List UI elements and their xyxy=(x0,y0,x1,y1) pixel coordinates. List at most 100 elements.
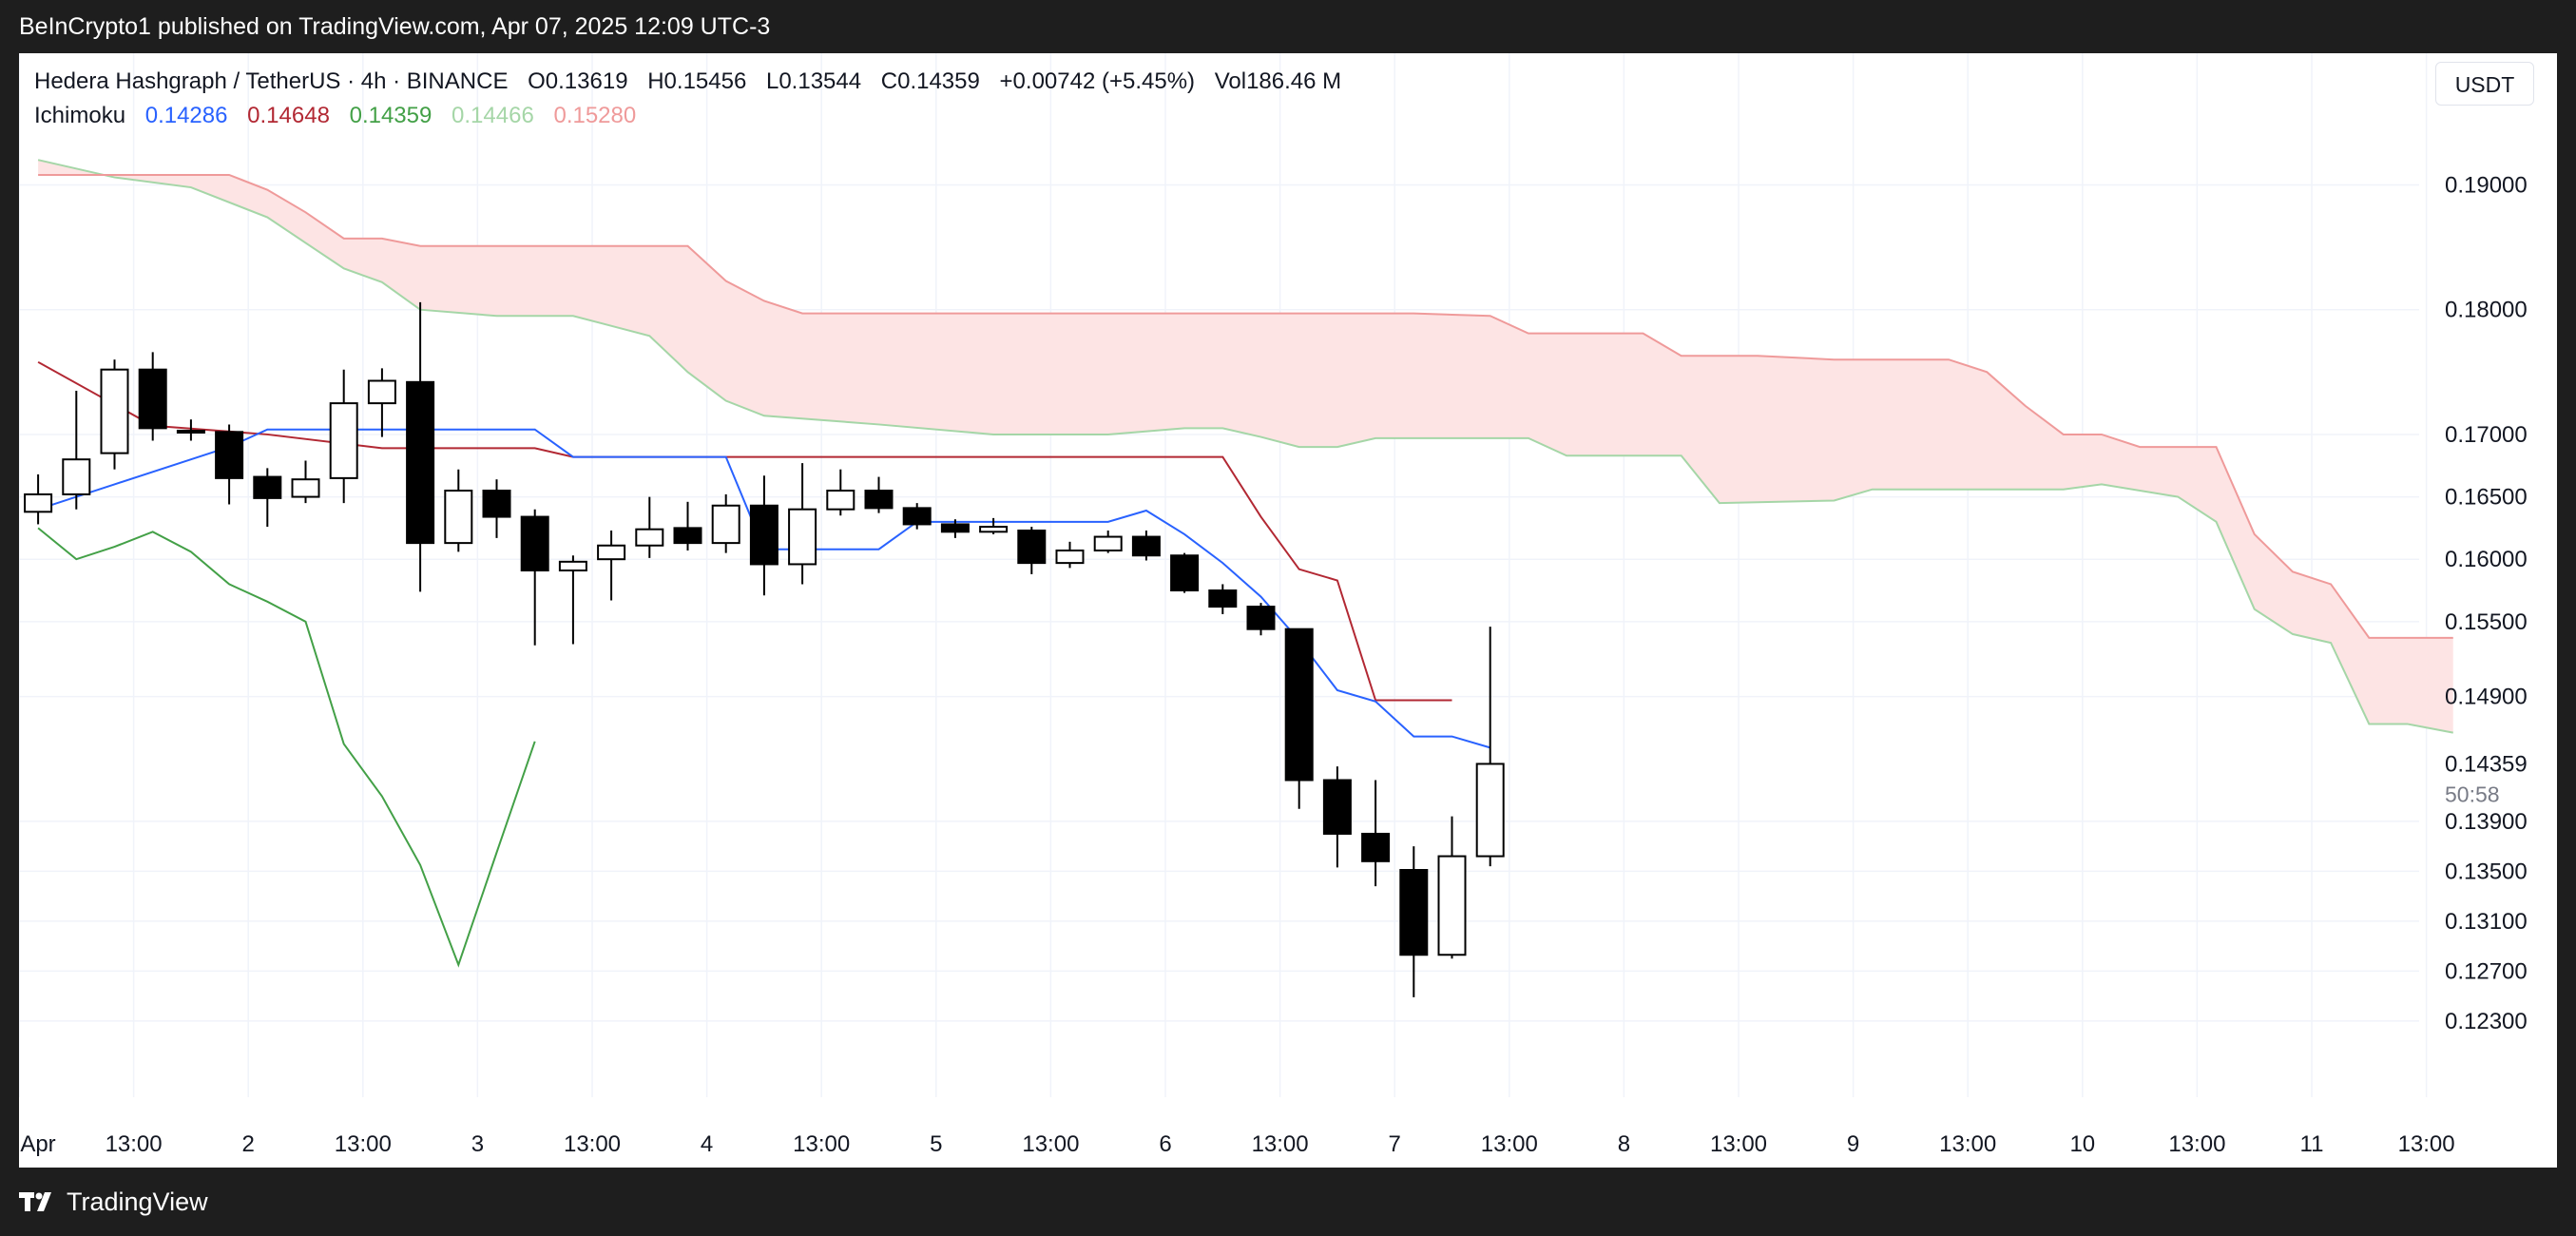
candle-body xyxy=(253,475,282,499)
candle xyxy=(711,493,740,553)
candle-body xyxy=(291,478,320,498)
y-tick-label: 0.12700 xyxy=(2445,958,2528,984)
ohlc-row: Hedera Hashgraph / TetherUS · 4h · BINAN… xyxy=(34,65,1341,99)
candle xyxy=(367,368,396,437)
currency-button[interactable]: USDT xyxy=(2435,62,2534,106)
candle xyxy=(291,460,320,504)
candle-body xyxy=(1208,589,1238,608)
candle-body xyxy=(864,490,894,510)
candle xyxy=(482,479,511,538)
low-value: L0.13544 xyxy=(765,68,862,94)
y-tick-label: 0.14900 xyxy=(2445,685,2528,710)
leading-span-b-value: 0.15280 xyxy=(553,103,637,128)
candle-body xyxy=(406,380,435,545)
candle xyxy=(100,359,129,470)
y-tick-label: 0.19000 xyxy=(2445,172,2528,198)
candle-body xyxy=(826,490,855,511)
candle xyxy=(62,391,91,510)
candle-body xyxy=(138,368,167,430)
candle xyxy=(329,369,358,504)
grid xyxy=(19,53,2428,1097)
y-tick-label: 0.17000 xyxy=(2445,422,2528,448)
brand[interactable]: TradingView xyxy=(19,1183,208,1221)
x-tick-label: 13:00 xyxy=(793,1131,850,1157)
indicator-name[interactable]: Ichimoku xyxy=(34,103,126,128)
x-tick-label: 13:00 xyxy=(106,1131,163,1157)
candle xyxy=(864,476,894,513)
price-chart[interactable]: 0.19000 0.18000 0.17000 0.16500 0.16000 0.155… xyxy=(19,53,2557,1168)
current-price-label: 0.14359 xyxy=(2445,752,2528,778)
x-tick-label: 13:00 xyxy=(1022,1131,1079,1157)
x-tick-label: 6 xyxy=(1159,1131,1171,1157)
candle xyxy=(979,517,1009,534)
candle-body xyxy=(979,526,1009,533)
candle-body xyxy=(1399,869,1429,956)
candle xyxy=(1093,531,1123,553)
candle xyxy=(749,475,779,596)
x-tick-label: 13:00 xyxy=(564,1131,621,1157)
candle-body xyxy=(62,458,91,495)
x-tick-label: 3 xyxy=(471,1131,484,1157)
candle-body xyxy=(1246,606,1276,630)
candle-body xyxy=(558,560,587,571)
candle-body xyxy=(1284,628,1314,782)
candle xyxy=(1017,527,1047,574)
candle-body xyxy=(444,490,473,545)
candle-body xyxy=(1361,832,1391,862)
candle xyxy=(940,519,970,538)
x-tick-label: 2 xyxy=(242,1131,255,1157)
candle xyxy=(1246,603,1276,636)
candle xyxy=(558,555,587,645)
candle xyxy=(176,419,205,441)
candle xyxy=(673,501,702,550)
candle xyxy=(253,468,282,528)
candle-body xyxy=(520,515,549,571)
y-tick-label: 0.16500 xyxy=(2445,485,2528,511)
x-tick-label: 10 xyxy=(2069,1131,2095,1157)
candle xyxy=(1131,531,1161,561)
candle-body xyxy=(788,508,817,566)
candle-body xyxy=(1055,550,1085,565)
y-tick-label: 0.18000 xyxy=(2445,298,2528,323)
candle xyxy=(1361,780,1391,887)
candle-body xyxy=(1475,763,1505,858)
candle xyxy=(406,301,435,592)
candle-body xyxy=(100,368,129,454)
candle xyxy=(826,469,855,516)
x-tick-label: 9 xyxy=(1847,1131,1859,1157)
x-tick-label: 8 xyxy=(1618,1131,1630,1157)
x-tick-label: 13:00 xyxy=(1710,1131,1767,1157)
x-axis: Apr 13:00 2 13:00 3 13:00 4 13:00 5 13:00 6 13:00 7 1… xyxy=(20,1131,2454,1157)
base-line-value: 0.14648 xyxy=(247,103,330,128)
y-tick-label: 0.12300 xyxy=(2445,1009,2528,1034)
candle xyxy=(1322,766,1352,868)
candle-body xyxy=(673,527,702,545)
candle xyxy=(1208,584,1238,614)
candle xyxy=(1284,628,1314,809)
chart-panel[interactable]: 0.19000 0.18000 0.17000 0.16500 0.16000 0.155… xyxy=(19,53,2557,1168)
y-tick-label: 0.13100 xyxy=(2445,909,2528,935)
tradingview-logo-icon xyxy=(19,1192,51,1211)
candle-body xyxy=(597,544,626,561)
candle-body xyxy=(1131,535,1161,557)
leading-span-b-line xyxy=(38,173,2453,639)
candle xyxy=(788,463,817,585)
brand-label: TradingView xyxy=(67,1187,208,1216)
bar-countdown-label: 50:58 xyxy=(2445,782,2500,807)
candle-body xyxy=(1437,855,1467,956)
symbol-name[interactable]: Hedera Hashgraph / TetherUS · 4h · BINAN… xyxy=(34,68,509,94)
candle xyxy=(1399,846,1429,997)
candle-body xyxy=(329,402,358,479)
x-tick-label: 11 xyxy=(2300,1131,2324,1157)
y-axis: 0.19000 0.18000 0.17000 0.16500 0.16000 0.155… xyxy=(2445,172,2528,1033)
candle-body xyxy=(1093,535,1123,551)
publish-info-bar: BeInCrypto1 published on TradingView.com… xyxy=(0,0,2576,53)
x-tick-label: Apr xyxy=(20,1131,55,1157)
candle xyxy=(215,424,244,505)
indicator-row: Ichimoku 0.14286 0.14648 0.14359 0.14466… xyxy=(34,99,1341,133)
candle-body xyxy=(1170,554,1200,591)
candle xyxy=(24,473,53,525)
y-tick-label: 0.13500 xyxy=(2445,859,2528,884)
candle xyxy=(444,469,473,552)
candle-body xyxy=(1322,779,1352,835)
